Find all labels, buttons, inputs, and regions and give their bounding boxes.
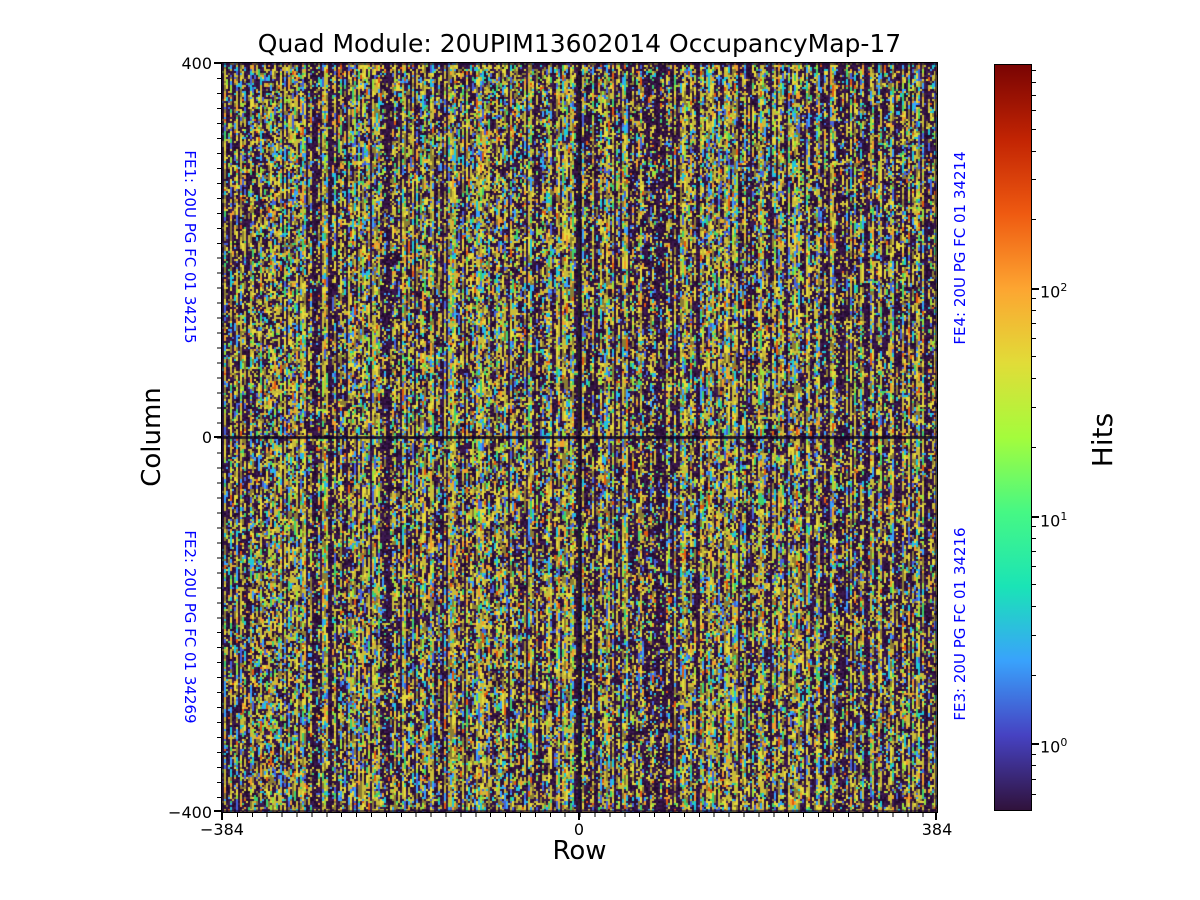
x-axis-label: Row (552, 836, 607, 866)
colorbar-minor-tick (1032, 70, 1036, 71)
fe3-chip-label: FE3: 20U PG FC 01 34216 (951, 527, 969, 721)
colorbar-minor-tick (1032, 566, 1036, 567)
fe4-chip-label: FE4: 20U PG FC 01 34214 (951, 151, 969, 345)
y-axis-label: Column (137, 387, 167, 487)
colorbar-minor-tick (1032, 754, 1036, 755)
y-axis-major-tick (214, 62, 221, 64)
colorbar-minor-tick (1032, 323, 1036, 324)
colorbar-minor-tick (1032, 584, 1036, 585)
fe2-chip-label: FE2: 20U PG FC 01 34269 (181, 530, 199, 724)
colorbar-minor-tick (1032, 298, 1036, 299)
y-tick-label: −400 (168, 803, 212, 822)
colorbar-minor-tick (1032, 95, 1036, 96)
colorbar-minor-tick (1032, 765, 1036, 766)
colorbar-minor-tick (1032, 538, 1036, 539)
heatmap-plot-area (221, 62, 938, 813)
y-tick-label: 0 (201, 428, 212, 447)
y-axis-major-tick (214, 436, 221, 438)
colorbar-minor-tick (1032, 110, 1036, 111)
fe1-chip-label: FE1: 20U PG FC 01 34215 (181, 150, 199, 344)
colorbar-minor-tick (1032, 526, 1036, 527)
colorbar-minor-tick (1032, 219, 1036, 220)
colorbar-tick-label: 100 (1040, 736, 1068, 757)
colorbar-minor-tick (1032, 151, 1036, 152)
colorbar-tick-label: 101 (1040, 510, 1068, 531)
colorbar-major-tick (1032, 743, 1039, 745)
hits-colorbar (994, 64, 1032, 811)
colorbar-minor-tick (1032, 447, 1036, 448)
colorbar-major-tick (1032, 288, 1039, 290)
x-tick-label: −384 (200, 820, 244, 839)
colorbar-minor-tick (1032, 779, 1036, 780)
x-tick-label: 0 (573, 820, 585, 839)
colorbar-major-tick (1032, 516, 1039, 518)
colorbar-minor-tick (1032, 378, 1036, 379)
colorbar-minor-tick (1032, 129, 1036, 130)
colorbar-minor-tick (1032, 338, 1036, 339)
y-tick-label: 400 (181, 54, 212, 73)
colorbar-minor-tick (1032, 794, 1036, 795)
x-axis-major-tick (578, 813, 580, 820)
colorbar-minor-tick (1032, 551, 1036, 552)
colorbar-minor-tick (1032, 635, 1036, 636)
x-axis-major-tick (221, 813, 223, 820)
colorbar-minor-tick (1032, 82, 1036, 83)
colorbar-minor-tick (1032, 310, 1036, 311)
x-tick-label: 384 (921, 820, 953, 839)
colorbar-tick-label: 102 (1040, 281, 1068, 302)
x-axis-major-tick (935, 813, 937, 820)
occupancy-heatmap-canvas (222, 63, 937, 812)
colorbar-minor-tick (1032, 356, 1036, 357)
figure-title: Quad Module: 20UPIM13602014 OccupancyMap… (257, 29, 902, 58)
colorbar-minor-tick (1032, 606, 1036, 607)
colorbar-title: Hits (1086, 412, 1119, 468)
colorbar-minor-tick (1032, 179, 1036, 180)
y-axis-major-tick (214, 810, 221, 812)
colorbar-minor-tick (1032, 407, 1036, 408)
colorbar-minor-tick (1032, 675, 1036, 676)
